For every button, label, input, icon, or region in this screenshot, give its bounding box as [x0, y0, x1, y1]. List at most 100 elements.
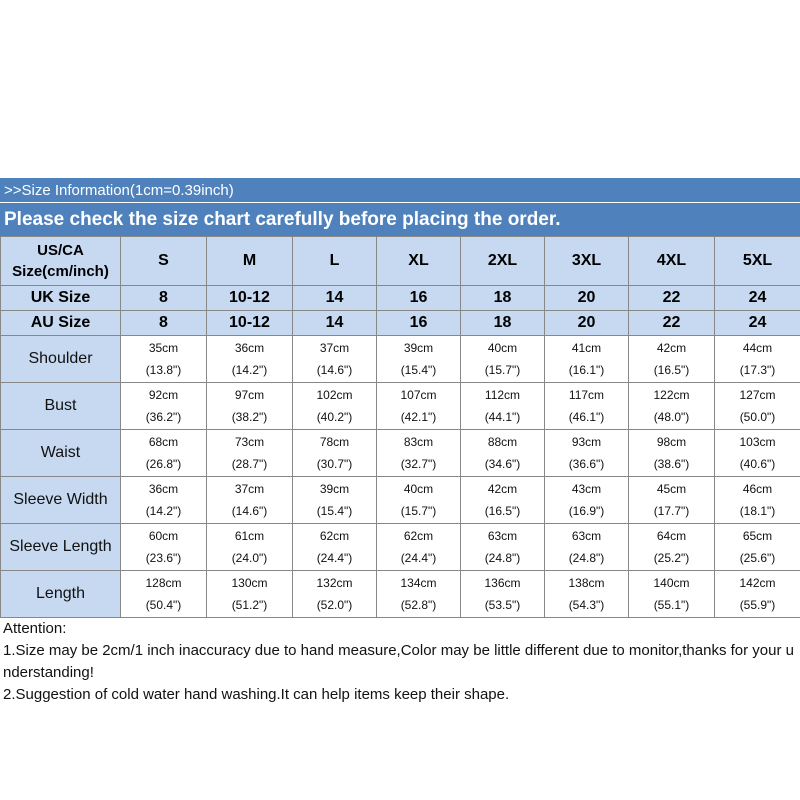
measurement-cell: 42cm (16.5") [628, 335, 715, 383]
au-size-cell: 22 [628, 310, 715, 336]
measurement-rows: Shoulder 35cm (13.8") 36cm (14.2") 37cm (14.6"… [0, 335, 800, 618]
uk-size-cell: 22 [628, 285, 715, 311]
measurement-cm: 68cm [148, 435, 179, 449]
measurement-inch: (51.2") [231, 598, 268, 612]
measurement-inch: (18.1") [739, 504, 776, 518]
measurement-inch: (48.0") [653, 410, 690, 424]
measurement-label: Length [0, 570, 121, 618]
measurement-inch: (40.6") [739, 457, 776, 471]
measurement-inch: (38.6") [653, 457, 690, 471]
measurement-cm: 98cm [656, 435, 687, 449]
measurement-row: Sleeve Length 60cm (23.6") 61cm (24.0") 62cm (… [0, 523, 800, 571]
size-table: US/CA Size(cm/inch) S M L XL 2XL 3XL 4XL… [0, 236, 800, 618]
measurement-cm: 36cm [234, 341, 265, 355]
us-size-label-line1: US/CA [37, 242, 84, 259]
measurement-cm: 62cm [319, 529, 350, 543]
measurement-inch: (44.1") [484, 410, 521, 424]
us-size-label-line2: Size(cm/inch) [12, 263, 109, 280]
measurement-row: Sleeve Width 36cm (14.2") 37cm (14.6") 39cm (1… [0, 476, 800, 524]
measurement-cm: 128cm [145, 576, 182, 590]
measurement-cell: 39cm (15.4") [292, 476, 377, 524]
measurement-cm: 36cm [148, 482, 179, 496]
measurement-cm: 93cm [571, 435, 602, 449]
measurement-cell: 37cm (14.6") [292, 335, 377, 383]
size-header-l: L [292, 236, 377, 286]
measurement-inch: (36.6") [568, 457, 605, 471]
measurement-inch: (16.5") [484, 504, 521, 518]
uk-size-label: UK Size [0, 285, 121, 311]
measurement-inch: (34.6") [484, 457, 521, 471]
measurement-cm: 103cm [739, 435, 776, 449]
measurement-cell: 78cm (30.7") [292, 429, 377, 477]
uk-size-cell: 14 [292, 285, 377, 311]
measurement-inch: (15.4") [400, 363, 437, 377]
measurement-cm: 142cm [739, 576, 776, 590]
measurement-cm: 37cm [234, 482, 265, 496]
measurement-cell: 132cm (52.0") [292, 570, 377, 618]
measurement-cm: 117cm [568, 388, 605, 402]
measurement-cell: 88cm (34.6") [460, 429, 545, 477]
measurement-cell: 107cm (42.1") [376, 382, 461, 430]
measurement-cell: 62cm (24.4") [376, 523, 461, 571]
measurement-cm: 140cm [653, 576, 690, 590]
measurement-cell: 40cm (15.7") [460, 335, 545, 383]
size-info-title: >>Size Information(1cm=0.39inch) [0, 178, 800, 203]
measurement-cell: 45cm (17.7") [628, 476, 715, 524]
measurement-cm: 60cm [148, 529, 179, 543]
measurement-cell: 83cm (32.7") [376, 429, 461, 477]
measurement-cm: 134cm [400, 576, 437, 590]
measurement-inch: (42.1") [400, 410, 437, 424]
measurement-inch: (15.4") [316, 504, 353, 518]
measurement-inch: (14.6") [231, 504, 268, 518]
measurement-cell: 138cm (54.3") [544, 570, 629, 618]
au-size-cell: 8 [120, 310, 207, 336]
measurement-cell: 40cm (15.7") [376, 476, 461, 524]
measurement-cell: 136cm (53.5") [460, 570, 545, 618]
measurement-cm: 40cm [403, 482, 434, 496]
measurement-row: Bust 92cm (36.2") 97cm (38.2") 102cm (40.2") 10… [0, 382, 800, 430]
measurement-cm: 102cm [316, 388, 353, 402]
measurement-inch: (38.2") [231, 410, 268, 424]
measurement-cell: 44cm (17.3") [714, 335, 800, 383]
measurement-inch: (24.8") [568, 551, 605, 565]
measurement-cell: 117cm (46.1") [544, 382, 629, 430]
measurement-cell: 122cm (48.0") [628, 382, 715, 430]
measurement-inch: (46.1") [568, 410, 605, 424]
measurement-cm: 35cm [148, 341, 179, 355]
measurement-cell: 36cm (14.2") [120, 476, 207, 524]
measurement-row: Waist 68cm (26.8") 73cm (28.7") 78cm (30.7") 83… [0, 429, 800, 477]
attention-note-1: 1.Size may be 2cm/1 inch inaccuracy due … [3, 642, 794, 681]
measurement-cell: 36cm (14.2") [206, 335, 293, 383]
size-chart: >>Size Information(1cm=0.39inch) Please … [0, 178, 800, 706]
measurement-cell: 41cm (16.1") [544, 335, 629, 383]
measurement-cell: 68cm (26.8") [120, 429, 207, 477]
measurement-inch: (24.8") [484, 551, 521, 565]
measurement-cell: 102cm (40.2") [292, 382, 377, 430]
measurement-inch: (16.1") [568, 363, 605, 377]
measurement-cell: 97cm (38.2") [206, 382, 293, 430]
measurement-cell: 73cm (28.7") [206, 429, 293, 477]
au-size-cell: 20 [544, 310, 629, 336]
measurement-cm: 63cm [487, 529, 518, 543]
measurement-cell: 134cm (52.8") [376, 570, 461, 618]
size-header-s: S [120, 236, 207, 286]
measurement-cm: 73cm [234, 435, 265, 449]
measurement-inch: (24.4") [400, 551, 437, 565]
measurement-cell: 60cm (23.6") [120, 523, 207, 571]
size-header-2xl: 2XL [460, 236, 545, 286]
measurement-cell: 92cm (36.2") [120, 382, 207, 430]
measurement-inch: (25.2") [653, 551, 690, 565]
measurement-cm: 42cm [656, 341, 687, 355]
measurement-cell: 62cm (24.4") [292, 523, 377, 571]
measurement-cm: 63cm [571, 529, 602, 543]
measurement-inch: (17.3") [739, 363, 776, 377]
measurement-inch: (15.7") [400, 504, 437, 518]
measurement-inch: (25.6") [739, 551, 776, 565]
au-size-cell: 18 [460, 310, 545, 336]
au-size-cell: 24 [714, 310, 800, 336]
measurement-cm: 46cm [742, 482, 773, 496]
au-size-cell: 14 [292, 310, 377, 336]
measurement-cm: 41cm [571, 341, 602, 355]
measurement-inch: (55.1") [653, 598, 690, 612]
measurement-cell: 98cm (38.6") [628, 429, 715, 477]
